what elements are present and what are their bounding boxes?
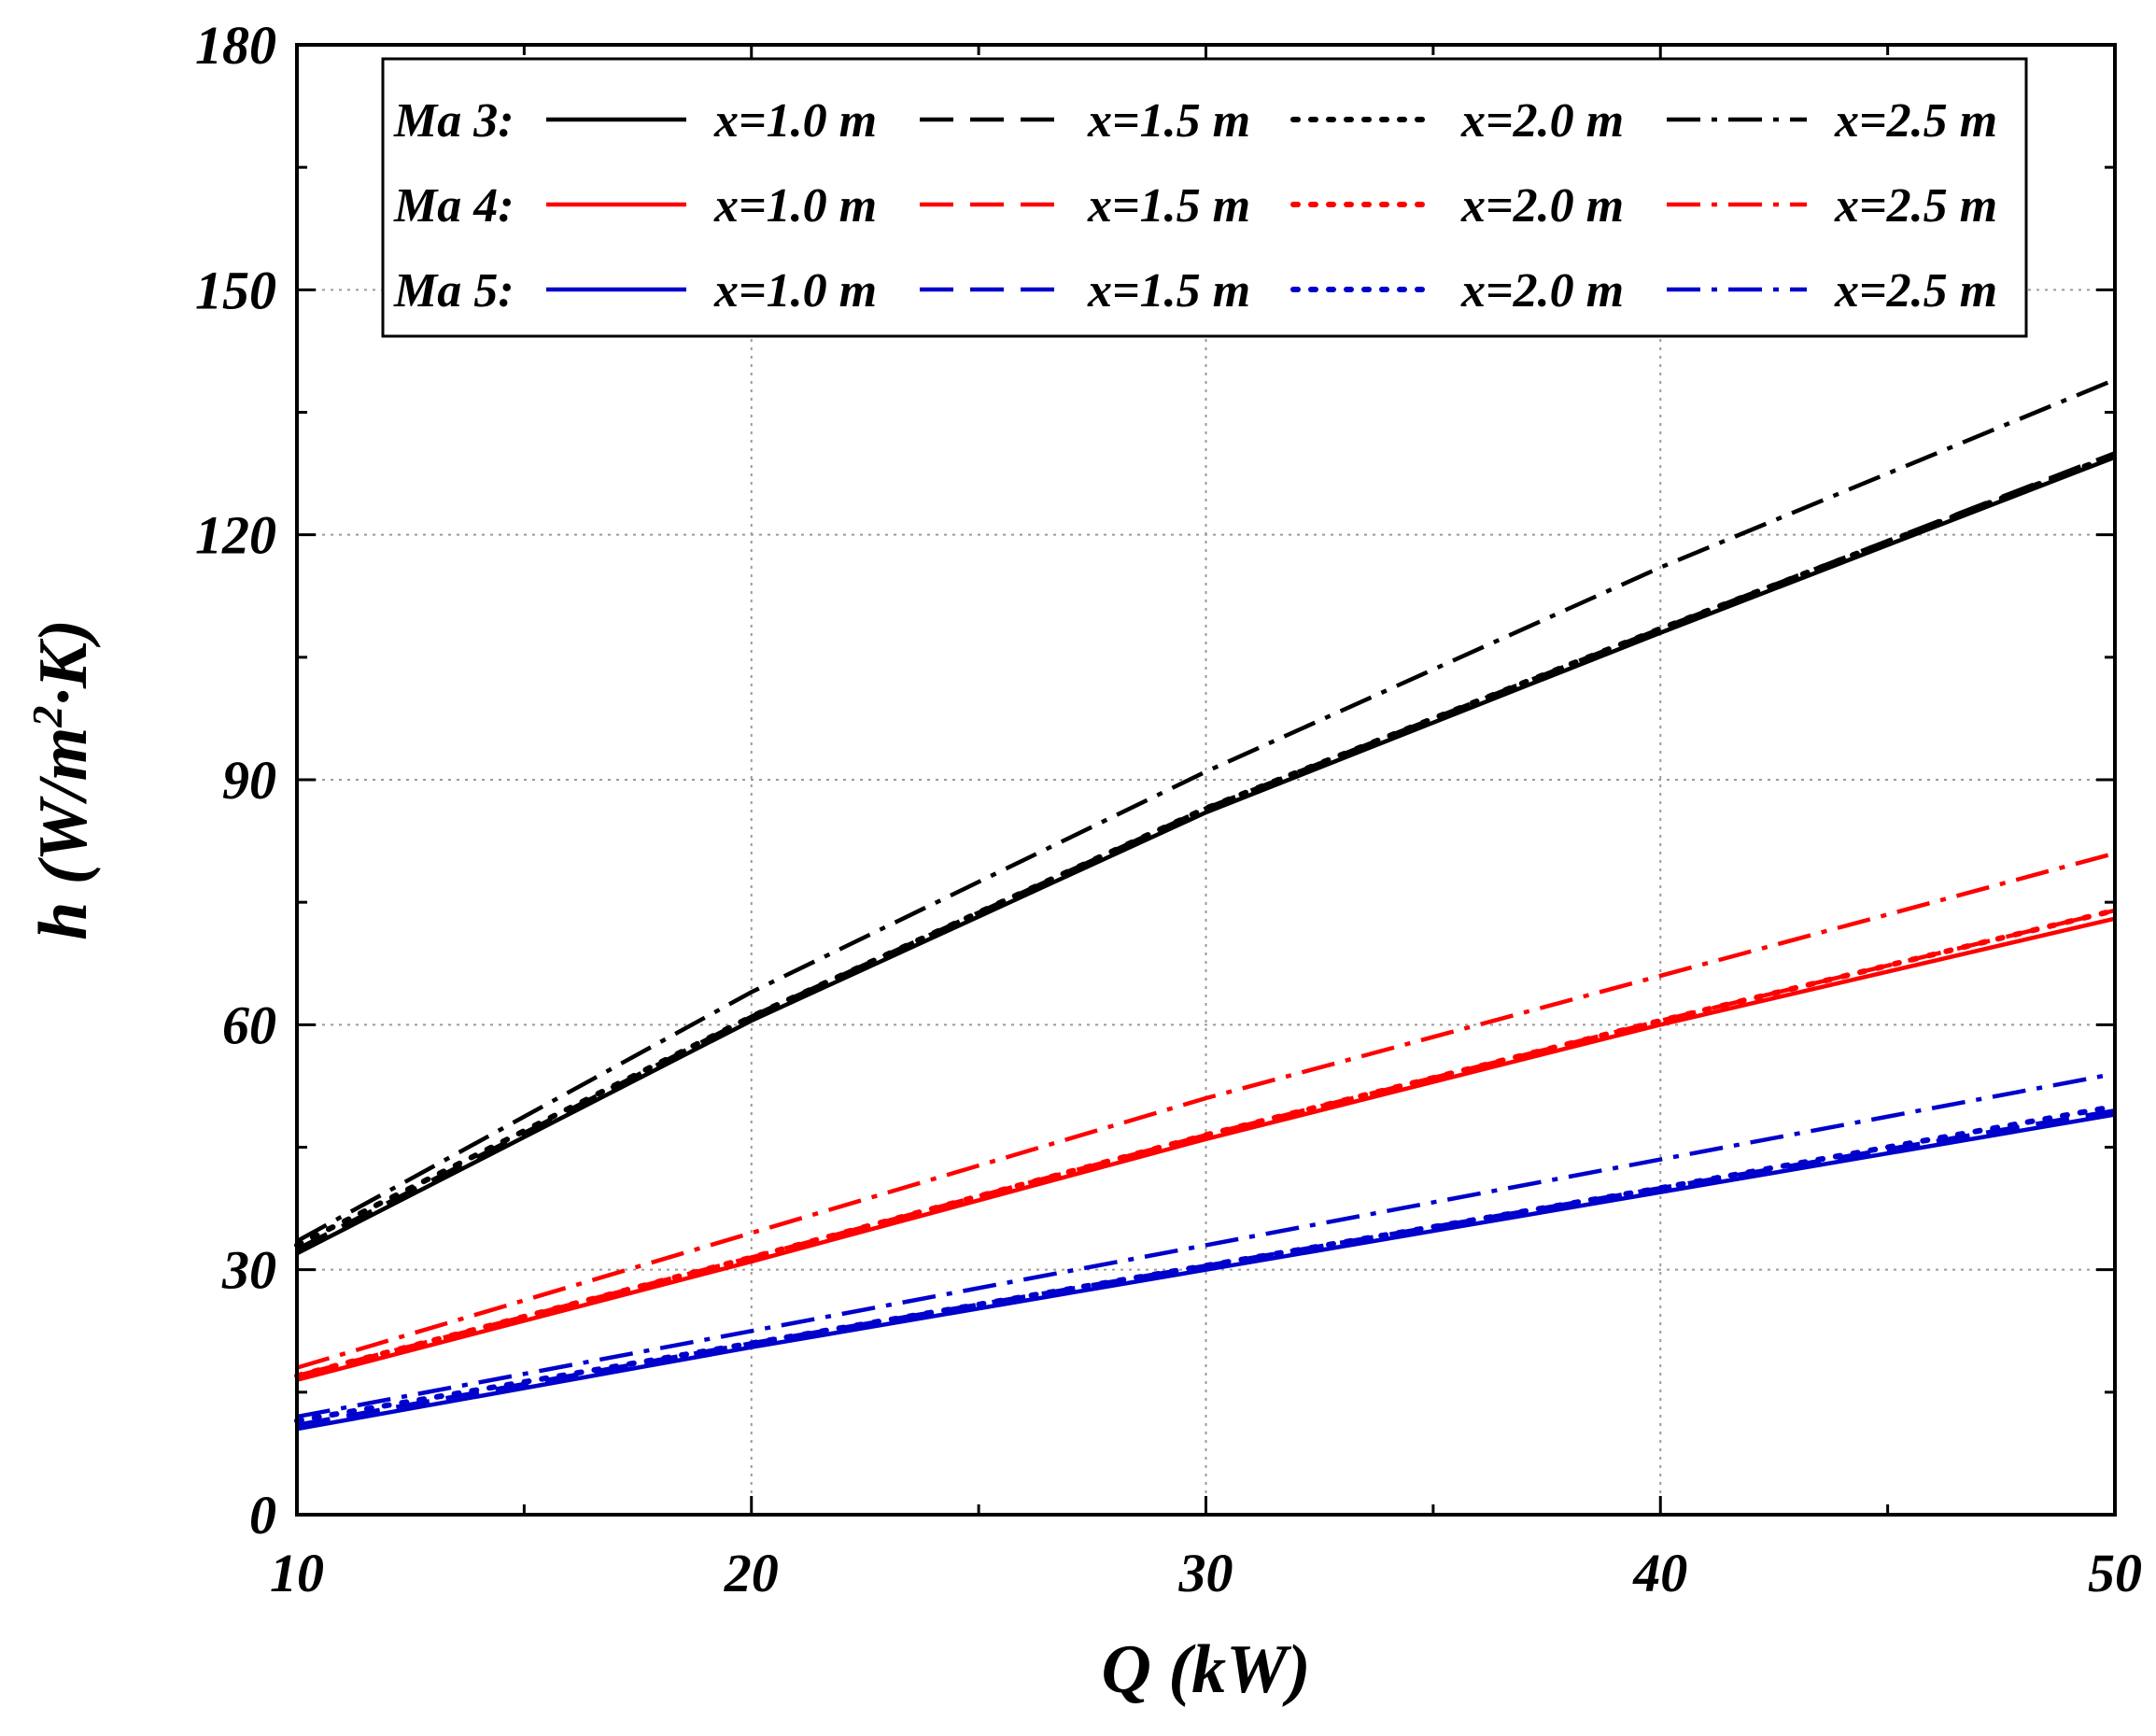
y-axis-title: h (W/m2·K) bbox=[23, 619, 102, 940]
legend-entry-label: x=1.0 m bbox=[713, 179, 877, 233]
legend-entry-label: x=2.5 m bbox=[1834, 94, 1997, 148]
legend-entry-label: x=2.5 m bbox=[1834, 179, 1997, 233]
x-tick-label: 20 bbox=[724, 1543, 779, 1603]
legend-entry-label: x=2.5 m bbox=[1834, 264, 1997, 318]
y-tick-label: 180 bbox=[195, 15, 276, 76]
y-tick-label: 60 bbox=[222, 995, 276, 1055]
legend-entry-label: x=2.0 m bbox=[1460, 179, 1624, 233]
legend-group-label: Ma 4: bbox=[393, 179, 514, 233]
y-tick-label: 120 bbox=[195, 505, 276, 566]
legend-entry-label: x=1.0 m bbox=[713, 94, 877, 148]
y-tick-label: 150 bbox=[195, 260, 276, 320]
x-tick-label: 30 bbox=[1178, 1543, 1233, 1603]
legend: Ma 3: x=1.0 m x=1.5 m x=2.0 m x=2.5 m Ma 4: x=… bbox=[383, 59, 2026, 336]
legend-entry-label: x=2.0 m bbox=[1460, 264, 1624, 318]
x-axis-title: Q (kW) bbox=[1101, 1631, 1310, 1708]
y-tick-label: 30 bbox=[221, 1240, 276, 1301]
y-axis-title-superscript: 2 bbox=[23, 706, 71, 728]
y-tick-label: 90 bbox=[222, 750, 276, 811]
y-tick-labels: 0 30 60 90 120 150 180 bbox=[195, 15, 276, 1545]
legend-entry-label: x=2.0 m bbox=[1460, 94, 1624, 148]
y-axis-title-prefix: h (W/m bbox=[25, 727, 102, 940]
legend-entry-label: x=1.5 m bbox=[1087, 264, 1250, 318]
legend-group-label: Ma 3: bbox=[393, 94, 514, 148]
line-chart: 10 20 30 40 50 0 30 60 90 120 150 180 Q (kW) h (W/… bbox=[0, 0, 2156, 1736]
x-tick-label: 10 bbox=[270, 1543, 324, 1603]
x-tick-label: 50 bbox=[2088, 1543, 2142, 1603]
legend-entry-label: x=1.5 m bbox=[1087, 94, 1250, 148]
legend-entry-label: x=1.5 m bbox=[1087, 179, 1250, 233]
x-tick-labels: 10 20 30 40 50 bbox=[270, 1543, 2142, 1603]
legend-entry-label: x=1.0 m bbox=[713, 264, 877, 318]
legend-group-label: Ma 5: bbox=[393, 264, 514, 318]
y-axis-title-suffix: ·K) bbox=[25, 619, 102, 706]
x-tick-label: 40 bbox=[1632, 1543, 1687, 1603]
y-tick-label: 0 bbox=[249, 1485, 276, 1545]
